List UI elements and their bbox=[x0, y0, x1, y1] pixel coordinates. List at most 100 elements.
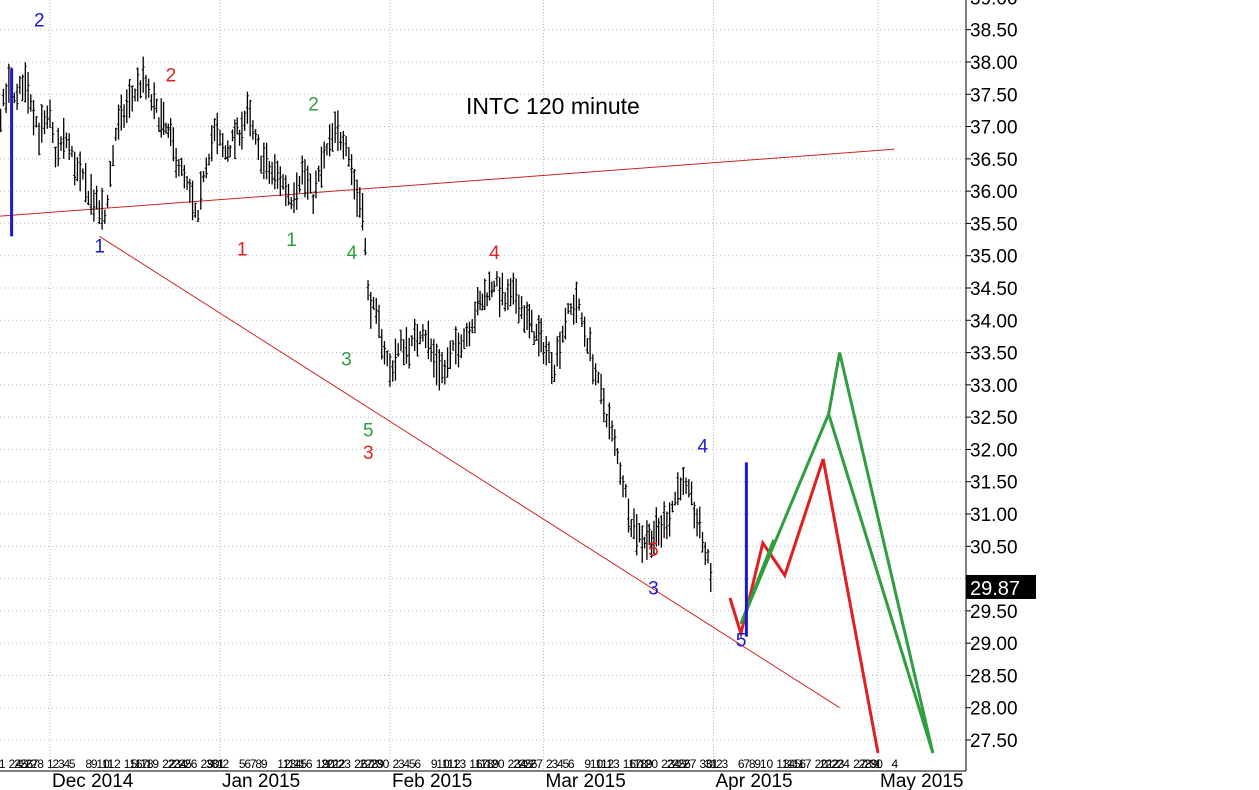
day-tick-label: 26 bbox=[678, 757, 692, 771]
day-tick-label: 24 bbox=[9, 757, 23, 771]
day-tick-label: 31 bbox=[705, 757, 719, 771]
wave-label-blue: 4 bbox=[698, 437, 709, 458]
day-tick-label: 23 bbox=[831, 757, 845, 771]
last-price-label: 29.87 bbox=[970, 578, 1020, 600]
day-tick-label: 16 bbox=[623, 757, 637, 771]
day-tick-label: 29 bbox=[864, 757, 878, 771]
day-tick-label: 17 bbox=[135, 757, 149, 771]
day-tick-label: 24 bbox=[513, 757, 527, 771]
y-tick-label: 37.50 bbox=[970, 85, 1018, 106]
y-tick-label: 36.50 bbox=[970, 150, 1018, 171]
day-tick-label: 26 bbox=[354, 757, 368, 771]
day-tick-label: 17 bbox=[798, 757, 812, 771]
wave-label-green: 4 bbox=[347, 243, 358, 264]
day-tick-label: 7 bbox=[250, 757, 257, 771]
day-tick-label: 30 bbox=[376, 757, 390, 771]
day-tick-label: 20 bbox=[645, 757, 659, 771]
y-tick-label: 39.00 bbox=[970, 0, 1018, 9]
day-tick-label: 18 bbox=[634, 757, 648, 771]
blue-marker-layer bbox=[10, 68, 748, 637]
y-tick-label: 31.00 bbox=[970, 505, 1018, 526]
month-label: Jan 2015 bbox=[222, 771, 300, 790]
day-tick-label: 24 bbox=[667, 757, 681, 771]
day-tick-label: 21 bbox=[0, 757, 6, 771]
month-label: Mar 2015 bbox=[546, 771, 626, 790]
day-tick-label: 3 bbox=[551, 757, 558, 771]
day-tick-label: 27 bbox=[360, 757, 374, 771]
day-tick-label: 30 bbox=[206, 757, 220, 771]
day-tick-label: 15 bbox=[124, 757, 138, 771]
day-tick-label: 20 bbox=[491, 757, 505, 771]
month-label: Apr 2015 bbox=[715, 771, 792, 790]
day-tick-label: 2 bbox=[52, 757, 59, 771]
day-tick-label: 6 bbox=[244, 757, 251, 771]
day-tick-label: 11 bbox=[595, 757, 608, 771]
day-tick-label: 6 bbox=[738, 757, 745, 771]
y-axis-layer: 27.50 28.00 28.50 29.00 29.50 30.50 31.00 31.50… bbox=[965, 0, 1018, 771]
day-tick-label: 13 bbox=[776, 757, 790, 771]
day-tick-label: 31 bbox=[212, 757, 226, 771]
day-tick-label: 10 bbox=[760, 757, 774, 771]
day-tick-label: 9 bbox=[584, 757, 591, 771]
day-tick-label: 14 bbox=[288, 757, 302, 771]
day-tick-label: 6 bbox=[414, 757, 421, 771]
day-tick-label: 16 bbox=[299, 757, 313, 771]
day-tick-label: 25 bbox=[179, 757, 193, 771]
day-tick-label: 15 bbox=[787, 757, 801, 771]
day-tick-label: 9 bbox=[91, 757, 98, 771]
y-tick-label: 36.00 bbox=[970, 182, 1018, 203]
day-tick-label: 5 bbox=[69, 757, 76, 771]
day-tick-label: 24 bbox=[837, 757, 851, 771]
day-tick-label: 25 bbox=[14, 757, 28, 771]
day-tick-label: 9 bbox=[754, 757, 761, 771]
y-tick-label: 38.50 bbox=[970, 21, 1018, 42]
day-tick-label: 4 bbox=[891, 757, 898, 771]
day-tick-label: 27 bbox=[683, 757, 697, 771]
day-tick-label: 18 bbox=[480, 757, 494, 771]
day-tick-label: 5 bbox=[409, 757, 416, 771]
day-tick-label: 19 bbox=[486, 757, 500, 771]
wave-label-green: 5 bbox=[363, 421, 374, 442]
day-tick-label: 30 bbox=[870, 757, 884, 771]
day-tick-label: 26 bbox=[524, 757, 538, 771]
day-tick-label: 28 bbox=[859, 757, 873, 771]
day-tick-label: 2 bbox=[546, 757, 553, 771]
day-tick-label: 30 bbox=[700, 757, 714, 771]
y-tick-label: 32.50 bbox=[970, 408, 1018, 429]
day-tick-label: 10 bbox=[590, 757, 604, 771]
day-tick-label: 9 bbox=[261, 757, 268, 771]
day-tick-label: 15 bbox=[294, 757, 308, 771]
day-tick-label: 4 bbox=[557, 757, 564, 771]
day-tick-label: 29 bbox=[371, 757, 385, 771]
price-bars-layer bbox=[0, 56, 713, 593]
projection-green-path bbox=[827, 352, 935, 754]
day-tick-label: 21 bbox=[820, 757, 834, 771]
day-tick-label: 5 bbox=[562, 757, 569, 771]
projection-green-path bbox=[739, 409, 935, 754]
day-tick-label: 12 bbox=[277, 757, 291, 771]
day-tick-label: 18 bbox=[140, 757, 154, 771]
y-tick-label: 35.00 bbox=[970, 247, 1018, 268]
y-tick-label: 33.00 bbox=[970, 376, 1018, 397]
wave-label-red: 2 bbox=[166, 65, 177, 86]
wave-label-red: 5 bbox=[648, 540, 659, 561]
day-tick-label: 23 bbox=[338, 757, 352, 771]
day-tick-label: 13 bbox=[606, 757, 620, 771]
day-tick-label: 5 bbox=[239, 757, 246, 771]
day-tick-label: 8 bbox=[255, 757, 262, 771]
day-tick-label: 11 bbox=[442, 757, 455, 771]
wave-label-blue: 2 bbox=[34, 10, 45, 31]
month-label: May 2015 bbox=[880, 771, 963, 790]
day-tick-label: 1 bbox=[47, 757, 54, 771]
trendline-lower bbox=[99, 235, 840, 709]
day-tick-label: 3 bbox=[398, 757, 405, 771]
day-tick-label: 9 bbox=[431, 757, 438, 771]
day-tick-label: 1 bbox=[217, 757, 224, 771]
grid-layer bbox=[0, 0, 966, 770]
day-tick-label: 27 bbox=[530, 757, 544, 771]
day-tick-label: 8 bbox=[85, 757, 92, 771]
day-tick-label: 22 bbox=[332, 757, 346, 771]
wave-label-red: 3 bbox=[363, 443, 374, 464]
day-tick-label: 12 bbox=[107, 757, 121, 771]
wave-label-blue: 5 bbox=[736, 630, 747, 651]
